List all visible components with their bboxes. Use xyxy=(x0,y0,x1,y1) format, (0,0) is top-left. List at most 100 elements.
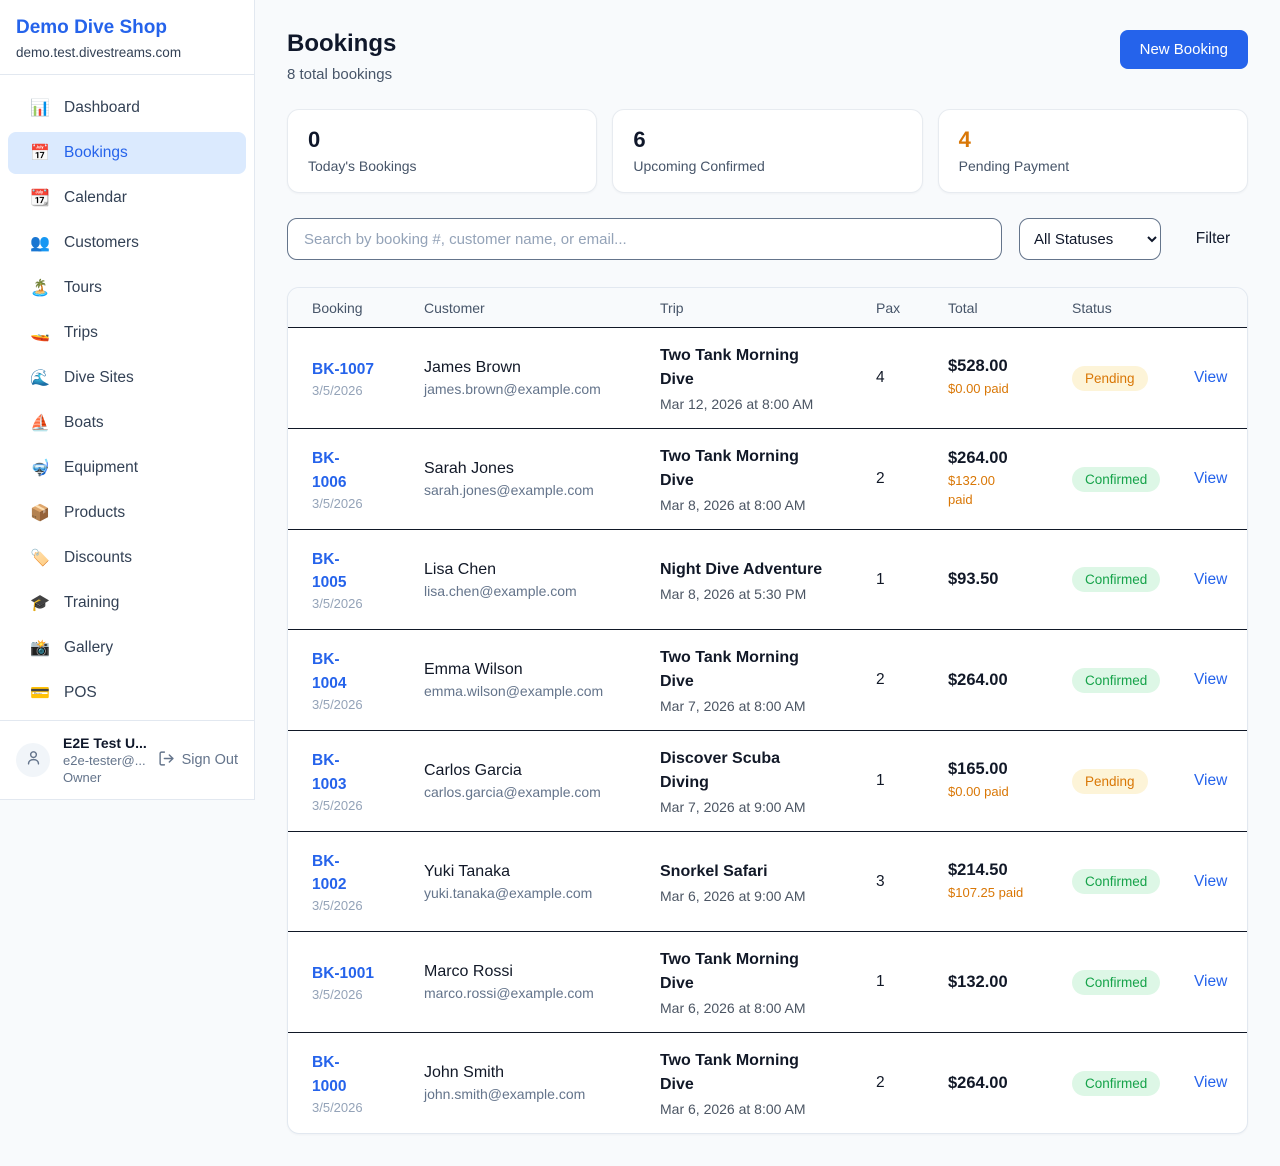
trip-cell: Two Tank Morning Dive Mar 6, 2026 at 8:00… xyxy=(660,948,876,1016)
customer-name: Sarah Jones xyxy=(424,460,514,477)
sidebar-item-label: Products xyxy=(64,504,126,521)
table-row: BK-1007 3/5/2026 James Brown james.brown@ex… xyxy=(288,328,1247,429)
sidebar-item-bookings[interactable]: 📅 Bookings xyxy=(8,132,246,174)
customer-name: Marco Rossi xyxy=(424,963,513,980)
trip-cell: Discover Scuba Diving Mar 7, 2026 at 9:00… xyxy=(660,747,876,815)
booking-number-link[interactable]: BK-1007 xyxy=(312,360,375,378)
total-amount: $264.00 xyxy=(948,448,1008,467)
booking-number-link[interactable]: BK- 1006 xyxy=(312,450,347,491)
sidebar-item-products[interactable]: 📦 Products xyxy=(8,492,246,534)
trip-cell: Two Tank Morning Dive Mar 7, 2026 at 8:00… xyxy=(660,646,876,714)
table-row: BK- 1006 3/5/2026 Sarah Jones sarah.jones@e… xyxy=(288,429,1247,530)
trip-datetime: Mar 8, 2026 at 5:30 PM xyxy=(660,585,807,602)
view-link[interactable]: View xyxy=(1194,671,1228,688)
user-name: E2E Test U... xyxy=(63,735,147,751)
total-cell: $214.50 $107.25 paid xyxy=(948,861,1072,903)
brand-name: Demo Dive Shop xyxy=(16,17,167,38)
main-content: Bookings 8 total bookings New Booking 0 T… xyxy=(255,0,1280,1166)
status-cell: Pending xyxy=(1072,365,1194,391)
booking-cell: BK- 1002 3/5/2026 xyxy=(312,850,424,914)
total-cell: $93.50 xyxy=(948,570,1072,589)
sidebar-item-discounts[interactable]: 🏷️ Discounts xyxy=(8,537,246,579)
customer-name: Lisa Chen xyxy=(424,560,497,578)
table-row: BK- 1005 3/5/2026 Lisa Chen lisa.chen@examp… xyxy=(288,530,1247,630)
table-row: BK- 1003 3/5/2026 Carlos Garcia carlos.garc… xyxy=(288,731,1247,832)
credit-card-icon: 💳 xyxy=(30,685,50,702)
search-input[interactable] xyxy=(287,218,1002,260)
booking-cell: BK- 1000 3/5/2026 xyxy=(312,1051,424,1115)
view-link[interactable]: View xyxy=(1194,1074,1228,1091)
sign-out-button[interactable]: Sign Out xyxy=(158,750,238,771)
status-badge: Pending xyxy=(1072,768,1148,794)
filter-button[interactable]: Filter xyxy=(1178,230,1248,248)
page-title-block: Bookings 8 total bookings xyxy=(287,30,396,83)
island-icon: 🏝️ xyxy=(30,280,50,297)
booking-cell: BK-1001 3/5/2026 xyxy=(312,962,424,1002)
view-link[interactable]: View xyxy=(1194,470,1228,487)
sidebar-item-calendar[interactable]: 📆 Calendar xyxy=(8,177,246,219)
stat-label: Upcoming Confirmed xyxy=(633,158,765,174)
status-cell: Confirmed xyxy=(1072,466,1194,492)
user-role: Owner xyxy=(63,770,102,785)
trip-cell: Snorkel Safari Mar 6, 2026 at 9:00 AM xyxy=(660,860,876,904)
table-row: BK- 1000 3/5/2026 John Smith john.smith@exa… xyxy=(288,1033,1247,1133)
brand-domain: demo.test.divestreams.com xyxy=(16,45,182,60)
sidebar-item-tours[interactable]: 🏝️ Tours xyxy=(8,267,246,309)
sidebar-item-label: Trips xyxy=(64,324,98,341)
view-link[interactable]: View xyxy=(1194,772,1228,789)
total-amount: $528.00 xyxy=(948,357,1008,376)
sidebar-item-equipment[interactable]: 🤿 Equipment xyxy=(8,447,246,489)
total-amount: $214.50 xyxy=(948,860,1008,879)
sidebar-item-label: Gallery xyxy=(64,639,114,656)
sidebar-item-gallery[interactable]: 📸 Gallery xyxy=(8,627,246,669)
view-link[interactable]: View xyxy=(1194,570,1228,588)
sidebar-nav: 📊 Dashboard 📅 Bookings 📆 Calendar 👥 Customers 🏝️… xyxy=(0,75,254,714)
speedboat-icon: 🚤 xyxy=(30,325,50,342)
sidebar-item-customers[interactable]: 👥 Customers xyxy=(8,222,246,264)
sidebar-item-dive-sites[interactable]: 🌊 Dive Sites xyxy=(8,357,246,399)
booking-number-link[interactable]: BK- 1005 xyxy=(312,550,347,591)
trip-name: Two Tank Morning Dive xyxy=(660,448,799,489)
booking-number-link[interactable]: BK-1001 xyxy=(312,964,375,982)
booking-cell: BK- 1003 3/5/2026 xyxy=(312,749,424,813)
trip-datetime: Mar 8, 2026 at 8:00 AM xyxy=(660,497,806,513)
trip-name: Two Tank Morning Dive xyxy=(660,649,799,690)
trip-cell: Two Tank Morning Dive Mar 6, 2026 at 8:00… xyxy=(660,1049,876,1117)
column-header-trip: Trip xyxy=(660,299,684,316)
customer-cell: Carlos Garcia carlos.garcia@example.com xyxy=(424,762,660,800)
trip-datetime: Mar 7, 2026 at 8:00 AM xyxy=(660,698,806,714)
pax-count: 1 xyxy=(876,973,885,990)
sidebar-item-pos[interactable]: 💳 POS xyxy=(8,672,246,714)
status-filter-select[interactable]: All Statuses xyxy=(1019,218,1161,260)
booking-number-link[interactable]: BK- 1004 xyxy=(312,651,347,692)
status-badge: Confirmed xyxy=(1072,869,1161,894)
pax-count: 4 xyxy=(876,369,885,386)
customer-cell: Yuki Tanaka yuki.tanaka@example.com xyxy=(424,863,660,901)
trip-name: Two Tank Morning Dive xyxy=(660,347,799,388)
brand-block: Demo Dive Shop demo.test.divestreams.com xyxy=(0,0,254,75)
new-booking-button[interactable]: New Booking xyxy=(1119,30,1248,69)
pax-count: 2 xyxy=(876,470,885,487)
view-link[interactable]: View xyxy=(1194,973,1228,990)
person-icon xyxy=(25,749,42,771)
booking-number-link[interactable]: BK- 1002 xyxy=(312,852,347,893)
status-cell: Confirmed xyxy=(1072,969,1194,995)
sidebar-item-label: Dive Sites xyxy=(64,369,134,386)
total-cell: $264.00 xyxy=(948,1074,1072,1093)
trip-name: Two Tank Morning Dive xyxy=(660,951,799,992)
stat-card-today-s-bookings: 0 Today's Bookings xyxy=(287,109,598,193)
view-link[interactable]: View xyxy=(1194,872,1228,890)
sidebar-item-trips[interactable]: 🚤 Trips xyxy=(8,312,246,354)
booking-date: 3/5/2026 xyxy=(312,797,363,813)
sidebar-item-boats[interactable]: ⛵ Boats xyxy=(8,402,246,444)
total-amount: $165.00 xyxy=(948,760,1008,779)
sidebar: Demo Dive Shop demo.test.divestreams.com… xyxy=(0,0,255,800)
booking-number-link[interactable]: BK- 1003 xyxy=(312,752,347,793)
booking-number-link[interactable]: BK- 1000 xyxy=(312,1054,347,1095)
view-link[interactable]: View xyxy=(1194,369,1228,386)
column-header-total: Total xyxy=(948,299,978,316)
table-row: BK- 1004 3/5/2026 Emma Wilson emma.wilson@e… xyxy=(288,630,1247,731)
sidebar-item-training[interactable]: 🎓 Training xyxy=(8,582,246,624)
sidebar-item-dashboard[interactable]: 📊 Dashboard xyxy=(8,87,246,129)
status-badge: Confirmed xyxy=(1072,1070,1161,1096)
